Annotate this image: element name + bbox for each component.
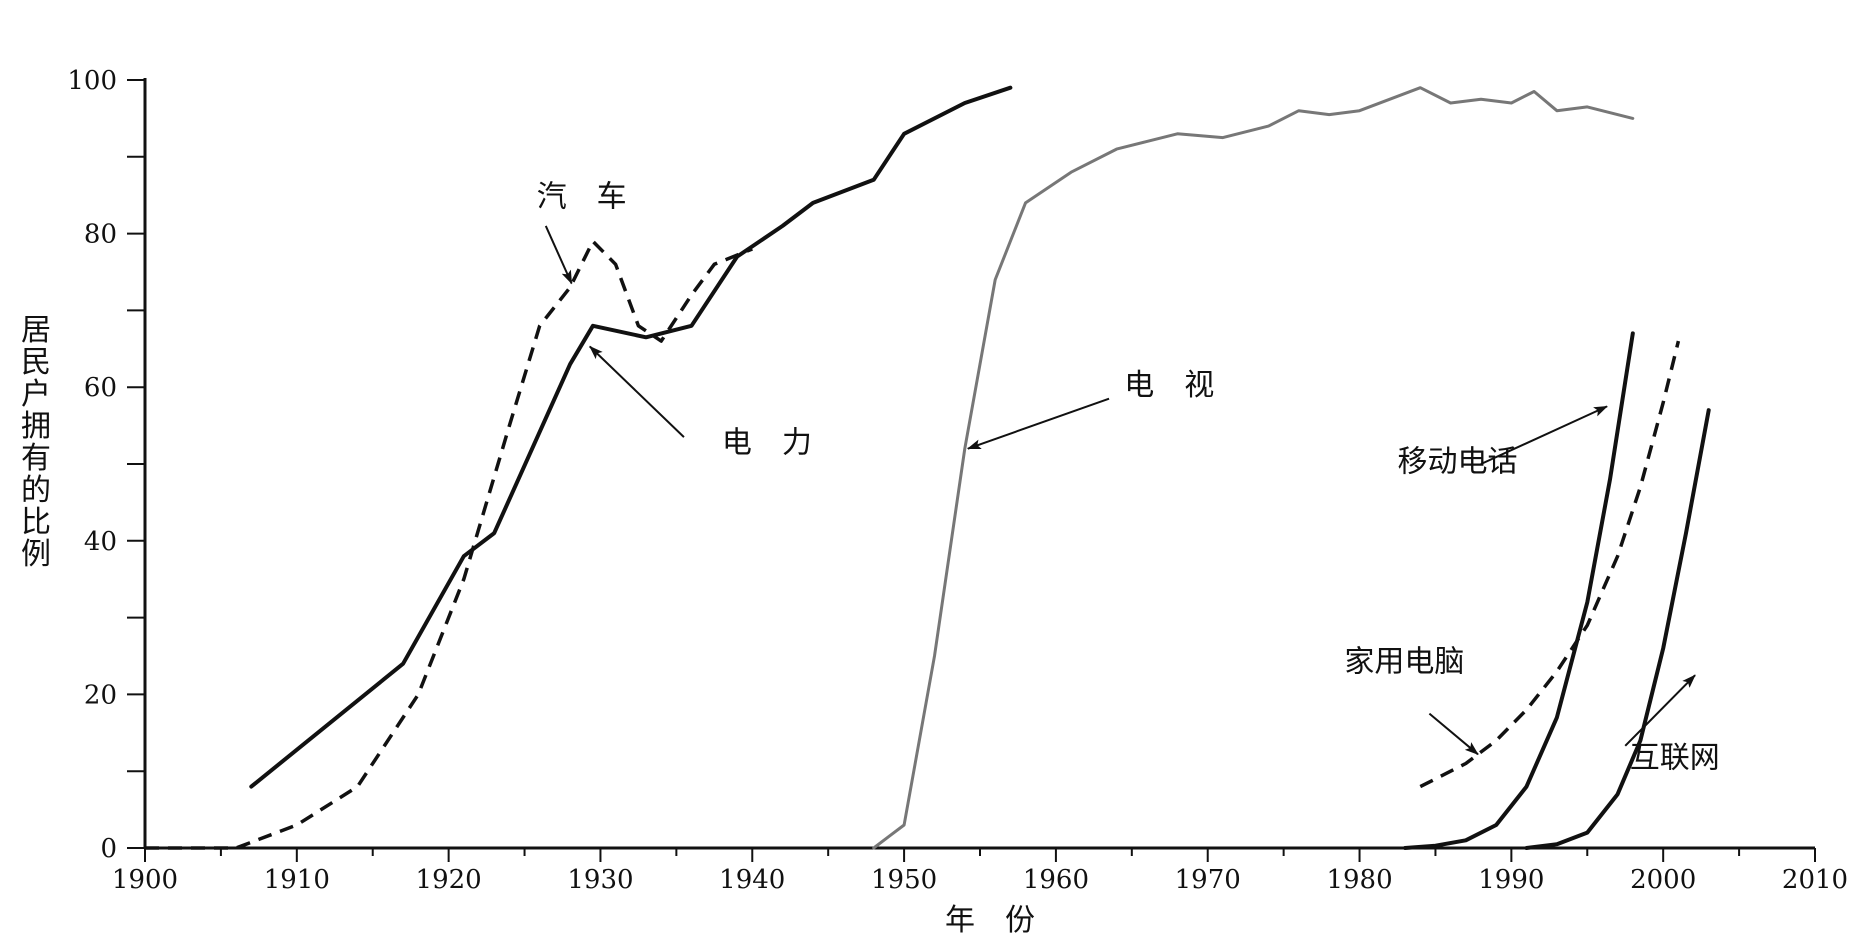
- label-arrow: [1428, 712, 1479, 756]
- label-arrow: [589, 345, 685, 438]
- y-axis-title-char: 的: [21, 473, 51, 508]
- x-tick-label: 1910: [264, 865, 330, 895]
- y-axis-title-char: 比: [21, 505, 51, 540]
- series-汽车-line: [145, 239, 753, 850]
- x-tick-label: 1920: [416, 865, 482, 895]
- x-tick-label: 2000: [1630, 865, 1696, 895]
- x-tick-label: 1930: [567, 865, 633, 895]
- x-tick-label: 1940: [719, 865, 785, 895]
- series-layer: [145, 85, 1711, 850]
- label-arrow: [1480, 405, 1608, 465]
- axes: 1900 1910 1920 1930 1940 1950 1960 1970 1980 1990…: [67, 66, 1848, 895]
- series-label: 家用电脑: [1344, 644, 1464, 679]
- y-axis-title-char: 拥: [21, 409, 51, 444]
- label-arrow: [1624, 674, 1696, 747]
- series-电视-line: [872, 86, 1635, 850]
- series-电力-line: [249, 85, 1013, 789]
- y-axis-title-char: 户: [21, 377, 51, 412]
- y-tick-label: 20: [84, 680, 117, 710]
- label-arrow: [544, 225, 573, 285]
- series-移动电话-line: [1403, 331, 1635, 850]
- x-tick-label: 1900: [112, 865, 178, 895]
- y-axis-title-char: 例: [21, 537, 51, 572]
- series-label: 移动电话: [1398, 445, 1518, 480]
- series-家用电脑-line: [1419, 340, 1681, 789]
- x-tick-label: 1990: [1478, 865, 1544, 895]
- y-tick-label: 80: [84, 220, 117, 250]
- series-label: 汽 车: [537, 180, 627, 215]
- x-tick-label: 2010: [1782, 865, 1848, 895]
- x-tick-label: 1970: [1175, 865, 1241, 895]
- series-label: 电 力: [722, 425, 812, 460]
- series-互联网-line: [1524, 408, 1711, 850]
- y-tick-label: 0: [100, 834, 117, 864]
- y-tick-label: 60: [84, 373, 117, 403]
- x-tick-label: 1980: [1326, 865, 1392, 895]
- series-label: 电 视: [1124, 368, 1214, 403]
- y-axis-title-char: 居: [21, 313, 51, 348]
- label-arrow: [966, 397, 1110, 450]
- series-label: 互联网: [1630, 740, 1720, 775]
- y-axis-title-char: 民: [21, 345, 51, 380]
- y-tick-label: 40: [84, 527, 117, 557]
- x-tick-label: 1960: [1023, 865, 1089, 895]
- x-axis-title: 年 份: [945, 903, 1035, 938]
- y-axis-title-char: 有: [21, 441, 51, 476]
- y-tick-label: 100: [67, 66, 117, 96]
- x-tick-label: 1950: [871, 865, 937, 895]
